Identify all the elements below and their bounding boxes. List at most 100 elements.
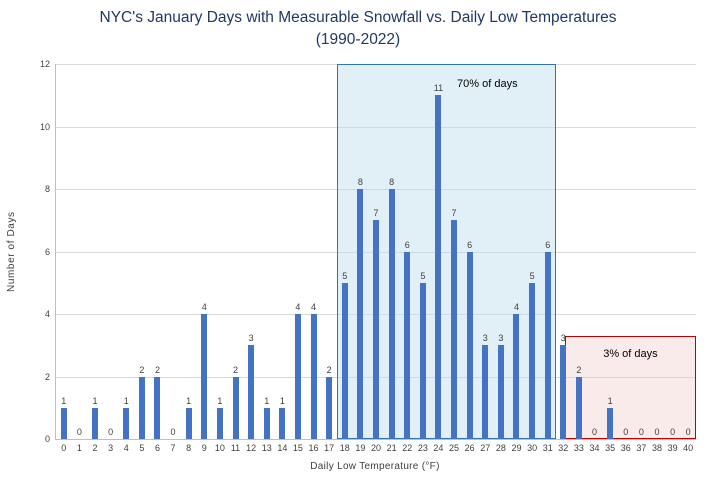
bar-value-label: 0 xyxy=(108,427,114,437)
y-tick-label: 6 xyxy=(44,246,50,257)
bar-value-label: 4 xyxy=(295,302,301,312)
bar-temp-10 xyxy=(216,407,223,439)
x-tick-label: 2 xyxy=(92,443,98,453)
x-tick-label: 14 xyxy=(277,443,288,453)
x-tick-label: 26 xyxy=(464,443,475,453)
bar-value-label: 7 xyxy=(451,208,457,219)
bar-temp-6 xyxy=(154,376,161,439)
x-tick-label: 35 xyxy=(605,443,616,453)
x-tick-label: 3 xyxy=(108,443,114,453)
bar-value-label: 1 xyxy=(264,395,270,406)
bar-temp-25 xyxy=(451,220,458,439)
x-tick-label: 16 xyxy=(308,443,319,453)
bar-value-label: 6 xyxy=(467,239,473,250)
x-tick-label: 17 xyxy=(324,443,335,453)
bar-value-label: 11 xyxy=(433,83,444,94)
bar-temp-20 xyxy=(373,220,379,439)
x-tick-label: 24 xyxy=(433,443,444,453)
bar-temp-33 xyxy=(575,376,582,439)
x-tick-label: 31 xyxy=(542,443,553,453)
x-tick-label: 30 xyxy=(527,443,538,453)
x-tick-label: 18 xyxy=(339,443,350,453)
x-tick-label: 34 xyxy=(589,443,600,453)
bar-value-label: 6 xyxy=(545,239,551,250)
bar-value-label: 2 xyxy=(139,364,145,375)
y-tick-label: 10 xyxy=(39,121,50,132)
region-label-2: 3% of days xyxy=(603,347,658,360)
y-tick-label: 2 xyxy=(44,371,50,382)
x-tick-label: 22 xyxy=(402,443,413,453)
bar-temp-8 xyxy=(185,407,192,439)
y-tick-label: 8 xyxy=(44,184,50,194)
x-tick-label: 33 xyxy=(573,443,584,453)
bar-value-label: 0 xyxy=(638,427,644,437)
y-tick-label: 12 xyxy=(39,59,50,69)
x-tick-label: 6 xyxy=(154,443,160,453)
bar-value-label: 0 xyxy=(654,427,660,437)
x-tick-label: 5 xyxy=(139,443,145,453)
bar-value-label: 5 xyxy=(529,270,535,281)
x-tick-label: 21 xyxy=(386,443,397,453)
x-tick-label: 20 xyxy=(370,443,381,453)
bar-value-label: 0 xyxy=(685,427,691,437)
bar-value-label: 1 xyxy=(186,395,192,406)
x-tick-label: 40 xyxy=(683,443,694,453)
x-tick-label: 15 xyxy=(292,443,303,453)
x-tick-label: 10 xyxy=(214,443,225,453)
bar-temp-21 xyxy=(388,189,395,439)
x-tick-label: 9 xyxy=(201,443,207,453)
bar-value-label: 5 xyxy=(420,270,426,281)
bar-value-label: 1 xyxy=(92,395,98,406)
bar-temp-15 xyxy=(294,314,301,439)
x-tick-label: 29 xyxy=(511,443,522,453)
x-tick-label: 12 xyxy=(246,443,257,453)
bar-temp-23 xyxy=(419,282,426,439)
bar-temp-31 xyxy=(544,251,551,439)
bar-value-label: 4 xyxy=(311,302,317,312)
bar-value-label: 0 xyxy=(670,427,676,437)
bar-temp-26 xyxy=(466,251,473,439)
gridline-y8 xyxy=(56,189,696,190)
highlight-region-2: 3% of days xyxy=(564,335,696,439)
x-tick-label: 27 xyxy=(480,443,491,453)
bar-value-label: 3 xyxy=(248,333,254,344)
x-tick-label: 13 xyxy=(261,443,272,453)
bar-temp-18 xyxy=(341,282,348,439)
bar-value-label: 1 xyxy=(607,395,613,406)
chart-title: NYC's January Days with Measurable Snowf… xyxy=(0,7,716,52)
bar-temp-30 xyxy=(529,282,536,439)
x-tick-label: 28 xyxy=(495,443,506,453)
bar-value-label: 3 xyxy=(498,333,504,344)
x-tick-label: 19 xyxy=(355,443,366,453)
gridline-y10 xyxy=(56,126,696,128)
x-tick-label: 39 xyxy=(667,443,678,453)
x-tick-label: 25 xyxy=(449,443,460,453)
bar-temp-4 xyxy=(123,407,130,439)
x-tick-label: 4 xyxy=(123,443,129,453)
bar-temp-2 xyxy=(92,407,99,439)
bar-temp-28 xyxy=(497,345,504,439)
bar-value-label: 3 xyxy=(482,333,488,344)
bar-value-label: 8 xyxy=(389,177,395,187)
x-tick-label: 1 xyxy=(76,443,82,453)
bar-value-label: 2 xyxy=(232,364,238,375)
y-axis-title: Number of Days xyxy=(6,211,17,292)
x-tick-label: 8 xyxy=(186,443,192,453)
y-tick-label: 4 xyxy=(44,309,50,319)
bar-temp-5 xyxy=(138,376,145,439)
bar-value-label: 1 xyxy=(279,395,285,406)
bar-temp-27 xyxy=(482,345,489,439)
bar-value-label: 8 xyxy=(357,177,363,187)
x-tick-label: 11 xyxy=(230,443,241,453)
bar-value-label: 1 xyxy=(123,395,129,406)
bar-temp-35 xyxy=(607,407,614,439)
bar-value-label: 2 xyxy=(154,364,160,375)
bar-value-label: 1 xyxy=(61,395,67,406)
bar-value-label: 0 xyxy=(76,427,82,437)
bar-temp-12 xyxy=(248,345,255,439)
x-axis-title: Daily Low Temperature (°F) xyxy=(310,461,440,472)
bar-value-label: 0 xyxy=(592,427,598,437)
bar-temp-11 xyxy=(232,376,239,439)
bar-temp-9 xyxy=(201,314,208,439)
